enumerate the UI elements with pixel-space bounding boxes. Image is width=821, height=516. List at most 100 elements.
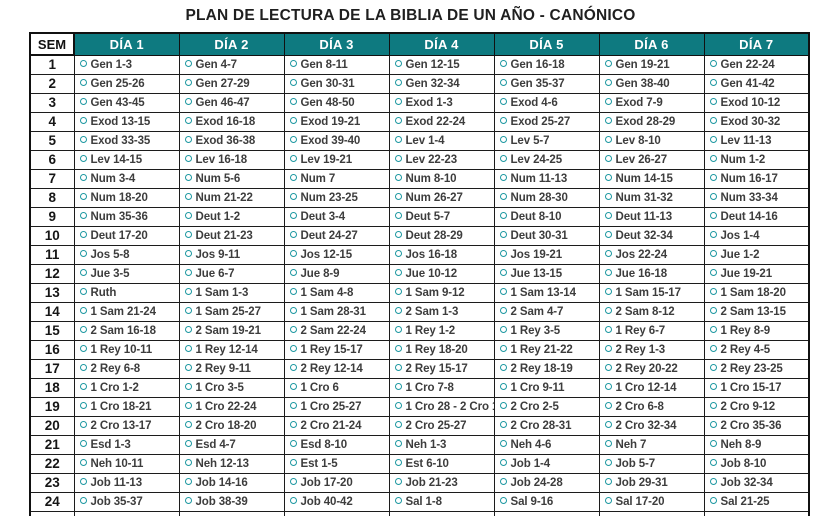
reading-cell: Exod 30-32 [703, 111, 810, 132]
checkbox-circle-icon [604, 135, 612, 143]
checkbox-circle-icon [394, 477, 402, 485]
reading-cell: Gen 19-21 [598, 54, 705, 75]
reading-label: Deut 3-4 [300, 210, 346, 223]
reading-cell: 2 Cro 13-17 [73, 415, 180, 436]
checkbox-circle-icon [394, 363, 402, 371]
reading-cell: Lev 16-18 [178, 149, 285, 170]
checkbox-circle-icon [289, 211, 297, 219]
reading-label: Neh 10-11 [90, 457, 144, 470]
checkbox-circle-icon [79, 135, 87, 143]
checkbox-circle-icon [499, 363, 507, 371]
reading-label: Gen 27-29 [195, 77, 250, 90]
reading-cell: Job 29-31 [598, 472, 705, 493]
checkbox-circle-icon [79, 268, 87, 276]
reading-cell: Jos 22-24 [598, 244, 705, 265]
reading-cell: Jue 1-2 [703, 244, 810, 265]
checkbox-circle-icon [184, 78, 192, 86]
reading-label: 2 Rey 15-17 [405, 362, 468, 375]
reading-cell: 2 Sam 22-24 [283, 320, 390, 341]
reading-label: 2 Rey 20-22 [615, 362, 678, 375]
table-row: 16 1 Rey 10-11 1 Rey 12-14 1 Rey 15-17 1 Rey… [29, 339, 810, 360]
checkbox-circle-icon [709, 154, 717, 162]
reading-cell: Job 5-7 [598, 453, 705, 474]
checkbox-circle-icon [394, 458, 402, 466]
table-row: 18 1 Cro 1-2 1 Cro 3-5 1 Cro 6 1 Cro 7-8 1 Cr… [29, 377, 810, 398]
week-number: 7 [29, 168, 75, 189]
reading-label: 2 Cro 32-34 [615, 419, 677, 432]
reading-cell: Gen 38-40 [598, 73, 705, 94]
checkbox-circle-icon [79, 439, 87, 447]
empty-cell [598, 510, 705, 516]
checkbox-circle-icon [394, 382, 402, 390]
checkbox-circle-icon [394, 173, 402, 181]
reading-cell: 1 Sam 9-12 [388, 282, 495, 303]
reading-label: Deut 32-34 [615, 229, 673, 242]
checkbox-circle-icon [79, 363, 87, 371]
reading-label: Gen 12-15 [405, 58, 460, 71]
reading-cell: Sal 17-20 [598, 491, 705, 512]
reading-label: 2 Sam 16-18 [90, 324, 156, 337]
checkbox-circle-icon [79, 306, 87, 314]
reading-label: 2 Sam 1-3 [405, 305, 459, 318]
checkbox-circle-icon [604, 458, 612, 466]
checkbox-circle-icon [499, 477, 507, 485]
reading-label: 1 Cro 9-11 [510, 381, 565, 394]
empty-cell [29, 510, 75, 516]
reading-cell: Est 6-10 [388, 453, 495, 474]
reading-label: Deut 30-31 [510, 229, 568, 242]
checkbox-circle-icon [289, 439, 297, 447]
checkbox-circle-icon [604, 116, 612, 124]
checkbox-circle-icon [709, 306, 717, 314]
reading-cell: 1 Sam 15-17 [598, 282, 705, 303]
week-number: 15 [29, 320, 75, 341]
checkbox-circle-icon [499, 401, 507, 409]
checkbox-circle-icon [499, 211, 507, 219]
reading-label: Esd 1-3 [90, 438, 131, 451]
checkbox-circle-icon [79, 382, 87, 390]
reading-cell: Jue 3-5 [73, 263, 180, 284]
table-row: 6 Lev 14-15 Lev 16-18 Lev 19-21 Lev 22-23 Lev… [29, 149, 810, 170]
reading-label: Job 11-13 [90, 476, 143, 489]
reading-cell: 2 Rey 4-5 [703, 339, 810, 360]
week-number: 14 [29, 301, 75, 322]
reading-label: Job 21-23 [405, 476, 458, 489]
checkbox-circle-icon [184, 192, 192, 200]
reading-label: Job 38-39 [195, 495, 248, 508]
reading-cell: Exod 1-3 [388, 92, 495, 113]
reading-label: Exod 25-27 [510, 115, 571, 128]
header-row: SEM DÍA 1 DÍA 2 DÍA 3 DÍA 4 DÍA 5 DÍA 6 DÍA 7 [29, 32, 810, 56]
reading-label: Num 16-17 [720, 172, 778, 185]
reading-label: Gen 30-31 [300, 77, 355, 90]
table-row: 3 Gen 43-45 Gen 46-47 Gen 48-50 Exod 1-3 Exod… [29, 92, 810, 113]
reading-cell: 1 Cro 12-14 [598, 377, 705, 398]
reading-label: Jos 22-24 [615, 248, 668, 261]
reading-cell: 1 Cro 3-5 [178, 377, 285, 398]
reading-cell: Exod 16-18 [178, 111, 285, 132]
reading-label: Jos 5-8 [90, 248, 130, 261]
reading-label: Num 5-6 [195, 172, 241, 185]
table-row: 11 Jos 5-8 Jos 9-11 Jos 12-15 Jos 16-18 Jos 1… [29, 244, 810, 265]
checkbox-circle-icon [184, 458, 192, 466]
checkbox-circle-icon [394, 154, 402, 162]
checkbox-circle-icon [79, 344, 87, 352]
reading-cell: 2 Sam 13-15 [703, 301, 810, 322]
table-row: 24 Job 35-37 Job 38-39 Job 40-42 Sal 1-8 Sal … [29, 491, 810, 512]
checkbox-circle-icon [79, 249, 87, 257]
reading-cell: Ruth [73, 282, 180, 303]
checkbox-circle-icon [499, 420, 507, 428]
reading-cell: Job 24-28 [493, 472, 600, 493]
reading-label: Sal 9-16 [510, 495, 554, 508]
reading-cell: 1 Sam 18-20 [703, 282, 810, 303]
checkbox-circle-icon [184, 382, 192, 390]
reading-cell: 2 Cro 21-24 [283, 415, 390, 436]
reading-cell: Jue 6-7 [178, 263, 285, 284]
reading-cell: Jos 1-4 [703, 225, 810, 246]
reading-label: Gen 8-11 [300, 58, 348, 71]
reading-label: Gen 48-50 [300, 96, 355, 109]
checkbox-circle-icon [184, 344, 192, 352]
reading-cell: 1 Sam 25-27 [178, 301, 285, 322]
reading-label: Exod 7-9 [615, 96, 663, 109]
reading-cell: Neh 12-13 [178, 453, 285, 474]
reading-label: 1 Cro 15-17 [720, 381, 782, 394]
reading-label: 1 Sam 18-20 [720, 286, 786, 299]
